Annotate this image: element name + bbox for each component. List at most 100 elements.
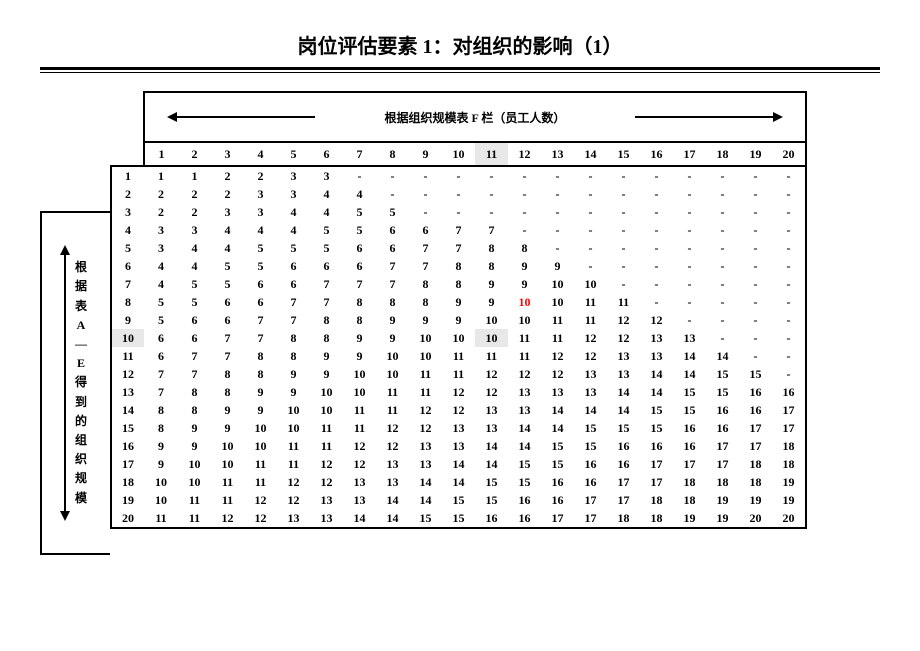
matrix-cell: 20 — [772, 509, 806, 528]
matrix-cell: 17 — [574, 509, 607, 528]
matrix-cell: 11 — [343, 401, 376, 419]
matrix-cell: 5 — [178, 275, 211, 293]
matrix-cell: 7 — [475, 221, 508, 239]
matrix-cell: 12 — [475, 383, 508, 401]
matrix-cell: 3 — [310, 166, 343, 185]
matrix-cell: 8 — [310, 311, 343, 329]
matrix-cell: - — [706, 203, 739, 221]
matrix-cell: - — [607, 203, 640, 221]
matrix-cell: 6 — [144, 347, 178, 365]
matrix-cell: 17 — [607, 491, 640, 509]
matrix-cell: 10 — [144, 491, 178, 509]
matrix-cell: 5 — [310, 239, 343, 257]
matrix-cell: 18 — [706, 473, 739, 491]
matrix-cell: - — [739, 185, 772, 203]
matrix-cell: 7 — [211, 347, 244, 365]
matrix-cell: 4 — [310, 203, 343, 221]
matrix-cell: 15 — [640, 401, 673, 419]
matrix-cell: 12 — [640, 311, 673, 329]
matrix-cell: 8 — [211, 365, 244, 383]
matrix-cell: 8 — [310, 329, 343, 347]
matrix-cell: 15 — [574, 437, 607, 455]
matrix-cell: - — [475, 166, 508, 185]
row-header: 6 — [111, 257, 144, 275]
matrix-cell: - — [376, 166, 409, 185]
matrix-cell: 16 — [574, 455, 607, 473]
matrix-cell: 6 — [277, 257, 310, 275]
col-header: 15 — [607, 142, 640, 166]
matrix-cell: 15 — [442, 491, 475, 509]
matrix-cell: 13 — [607, 347, 640, 365]
matrix-cell: 8 — [475, 257, 508, 275]
matrix-cell: 6 — [376, 221, 409, 239]
matrix-cell: 2 — [144, 203, 178, 221]
matrix-cell: 10 — [211, 455, 244, 473]
matrix-cell: 12 — [376, 437, 409, 455]
matrix-cell: 12 — [442, 383, 475, 401]
matrix-cell: 14 — [475, 437, 508, 455]
matrix-cell: 4 — [211, 221, 244, 239]
matrix-cell: 18 — [607, 509, 640, 528]
matrix-cell: - — [706, 239, 739, 257]
table-row: 1167788991010111111121213131414-- — [111, 347, 806, 365]
matrix-cell: 16 — [739, 383, 772, 401]
matrix-cell: 14 — [541, 419, 574, 437]
matrix-cell: 18 — [673, 491, 706, 509]
row-header: 20 — [111, 509, 144, 528]
matrix-cell: 17 — [739, 437, 772, 455]
matrix-cell: 3 — [244, 185, 277, 203]
matrix-cell: 13 — [376, 473, 409, 491]
row-header: 19 — [111, 491, 144, 509]
matrix-cell: 10 — [376, 347, 409, 365]
matrix-cell: - — [640, 239, 673, 257]
matrix-cell: 12 — [310, 473, 343, 491]
col-header: 11 — [475, 142, 508, 166]
matrix-cell: 17 — [772, 401, 806, 419]
matrix-cell: 16 — [772, 383, 806, 401]
matrix-cell: 8 — [277, 329, 310, 347]
matrix-cell: 5 — [144, 293, 178, 311]
matrix-cell: 6 — [211, 293, 244, 311]
matrix-cell: - — [376, 185, 409, 203]
matrix-cell: 9 — [376, 329, 409, 347]
row-header: 1 — [111, 166, 144, 185]
matrix-cell: - — [607, 239, 640, 257]
table-row: 1699101011111212131314141515161616171718 — [111, 437, 806, 455]
matrix-cell: 7 — [244, 311, 277, 329]
matrix-cell: - — [706, 311, 739, 329]
matrix-cell: - — [574, 257, 607, 275]
matrix-cell: 11 — [442, 347, 475, 365]
matrix-cell: - — [343, 166, 376, 185]
table-row: 1112233-------------- — [111, 166, 806, 185]
matrix-cell: 10 — [144, 473, 178, 491]
matrix-cell: 7 — [442, 221, 475, 239]
matrix-cell: 13 — [310, 491, 343, 509]
matrix-cell: 10 — [310, 401, 343, 419]
matrix-cell: - — [673, 293, 706, 311]
matrix-cell: 16 — [673, 437, 706, 455]
row-header: 17 — [111, 455, 144, 473]
matrix-cell: 6 — [409, 221, 442, 239]
matrix-cell: 14 — [508, 437, 541, 455]
matrix-cell: 12 — [310, 455, 343, 473]
matrix-cell: 12 — [409, 419, 442, 437]
matrix-cell: - — [739, 166, 772, 185]
matrix-cell: 7 — [409, 257, 442, 275]
matrix-cell: 12 — [541, 365, 574, 383]
table-body: 1112233--------------22223344-----------… — [111, 166, 806, 528]
col-header: 20 — [772, 142, 806, 166]
matrix-cell: 6 — [343, 257, 376, 275]
matrix-cell: - — [640, 203, 673, 221]
matrix-cell: 12 — [343, 455, 376, 473]
matrix-cell: 13 — [310, 509, 343, 528]
col-header: 6 — [310, 142, 343, 166]
matrix-cell: 11 — [144, 509, 178, 528]
matrix-cell: - — [772, 275, 806, 293]
matrix-cell: 13 — [574, 365, 607, 383]
matrix-cell: 8 — [343, 311, 376, 329]
matrix-cell: 5 — [343, 221, 376, 239]
matrix-cell: 12 — [574, 329, 607, 347]
matrix-cell: 11 — [211, 491, 244, 509]
matrix-cell: - — [706, 257, 739, 275]
row-header: 10 — [111, 329, 144, 347]
